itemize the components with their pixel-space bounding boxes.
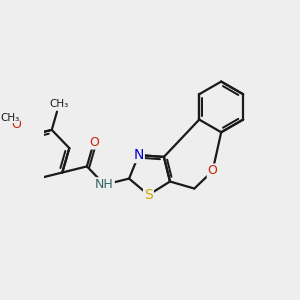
Text: N: N [134,148,144,162]
Text: NH: NH [95,178,114,191]
Text: O: O [11,118,21,130]
Text: O: O [89,136,99,148]
Text: S: S [144,188,153,202]
Text: O: O [208,164,218,178]
Text: CH₃: CH₃ [50,99,69,109]
Text: CH₃: CH₃ [0,113,19,123]
